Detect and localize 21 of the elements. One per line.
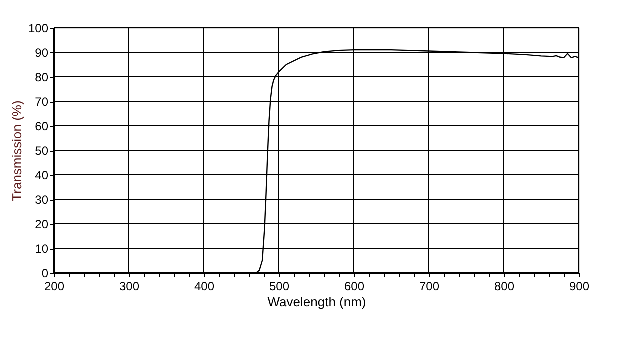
y-tick-label: 10: [35, 242, 49, 256]
x-tick-label: 700: [419, 280, 440, 294]
y-tick-label: 40: [35, 168, 49, 182]
y-tick-label: 70: [35, 95, 49, 109]
x-tick-label: 300: [119, 280, 140, 294]
y-tick-label: 90: [35, 46, 49, 60]
x-tick-label: 900: [569, 280, 590, 294]
y-tick-label: 0: [42, 266, 49, 280]
y-tick-label: 30: [35, 193, 49, 207]
x-axis-title: Wavelength (nm): [268, 294, 366, 310]
x-tick-label: 400: [194, 280, 215, 294]
y-tick-label: 50: [35, 144, 49, 158]
x-tick-label: 200: [44, 280, 65, 294]
y-axis-title: Transmission (%): [9, 100, 24, 202]
x-tick-label: 800: [494, 280, 515, 294]
x-tick-label: 500: [269, 280, 290, 294]
y-tick-label: 80: [35, 70, 49, 84]
y-tick-label: 60: [35, 120, 49, 134]
x-tick-label: 600: [344, 280, 365, 294]
y-tick-label: 100: [28, 22, 49, 36]
y-tick-label: 20: [35, 218, 49, 232]
